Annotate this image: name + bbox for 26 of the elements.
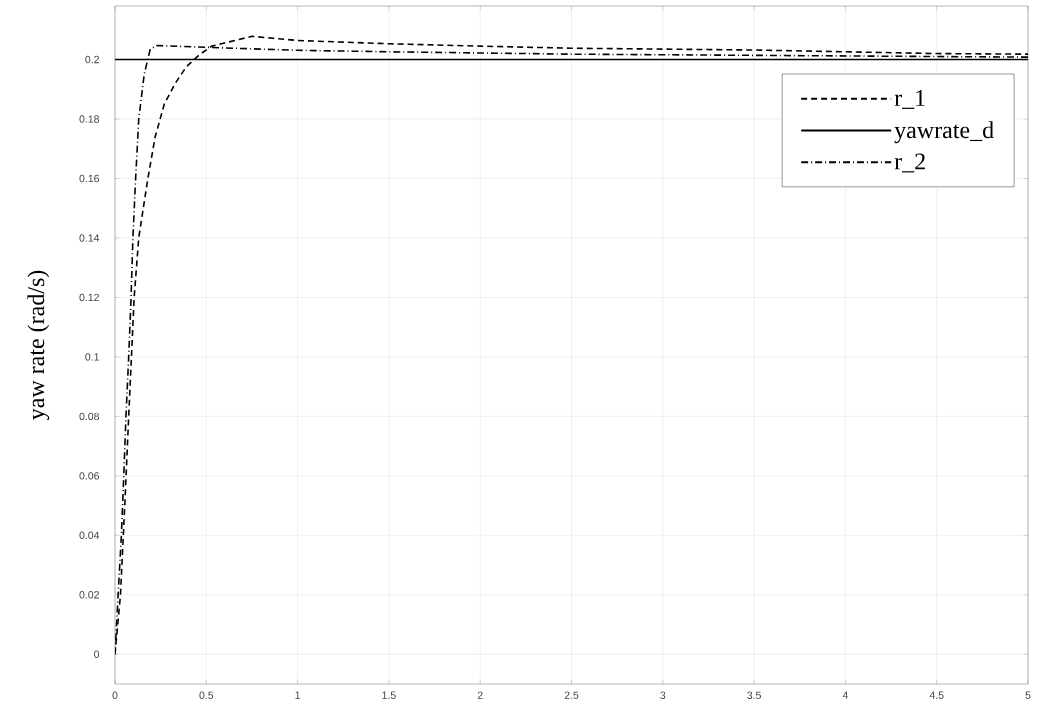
y-tick-label: 0.2 (85, 55, 99, 64)
y-tick-label: 0.08 (79, 412, 100, 421)
x-tick-label: 0.5 (199, 691, 214, 699)
legend-label: r_1 (894, 89, 925, 109)
x-tick-label: 4.5 (929, 691, 944, 699)
x-tick-label: 0 (112, 691, 118, 699)
y-axis-title: yaw rate (rad/s) (27, 270, 50, 420)
legend-label: yawrate_d (894, 121, 994, 144)
y-tick-label: 0.12 (79, 293, 99, 302)
y-tick-label: 0 (94, 650, 100, 658)
y-tick-label: 0.04 (79, 531, 100, 540)
x-tick-label: 2.5 (564, 691, 579, 699)
y-tick-label: 0.16 (79, 174, 100, 183)
y-tick-label: 0.1 (85, 353, 99, 361)
y-tick-label: 0.18 (79, 115, 100, 123)
legend-label: r_2 (894, 153, 925, 173)
x-tick-label: 3.5 (747, 691, 761, 699)
y-tick-label: 0.06 (79, 472, 100, 480)
x-tick-label: 2 (477, 691, 483, 699)
x-tick-label: 5 (1025, 691, 1031, 699)
x-tick-label: 4 (842, 691, 849, 699)
y-tick-label: 0.14 (79, 234, 100, 242)
x-tick-label: 1 (295, 691, 301, 699)
x-tick-label: 3 (660, 691, 666, 699)
y-tick-label: 0.02 (79, 591, 99, 599)
x-tick-label: 1.5 (382, 691, 396, 699)
